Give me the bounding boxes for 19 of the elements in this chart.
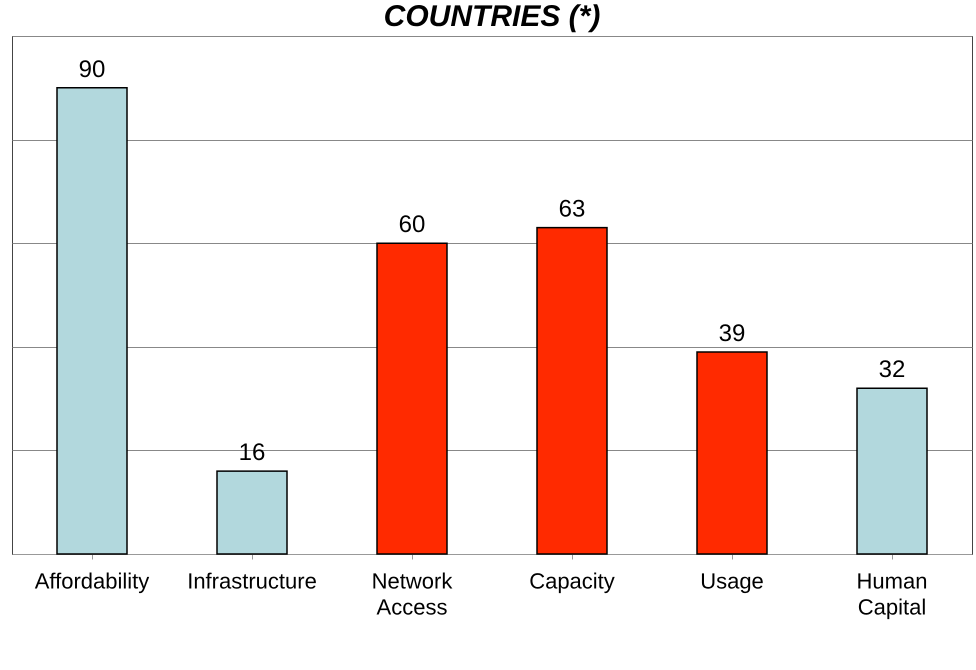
x-tick-label: Network Access — [372, 568, 454, 620]
bar — [376, 242, 448, 555]
bar — [856, 387, 928, 555]
data-label: 39 — [718, 320, 746, 347]
x-tick-label: Capacity — [529, 568, 615, 594]
x-tick-label: Affordability — [34, 568, 150, 594]
data-label: 90 — [78, 56, 106, 83]
x-tick-label: Usage — [700, 568, 764, 594]
bar — [56, 87, 128, 555]
data-label: 60 — [398, 211, 426, 238]
bar — [216, 470, 288, 555]
x-tick-label: Human Capital — [856, 568, 928, 620]
data-label: 32 — [878, 356, 906, 384]
bar — [696, 351, 768, 555]
bar — [536, 226, 608, 555]
data-label: 63 — [558, 196, 586, 223]
x-tick-label: Infrastructure — [187, 568, 317, 594]
data-label: 16 — [238, 439, 266, 466]
chart-title: COUNTRIES (*) — [384, 0, 600, 33]
